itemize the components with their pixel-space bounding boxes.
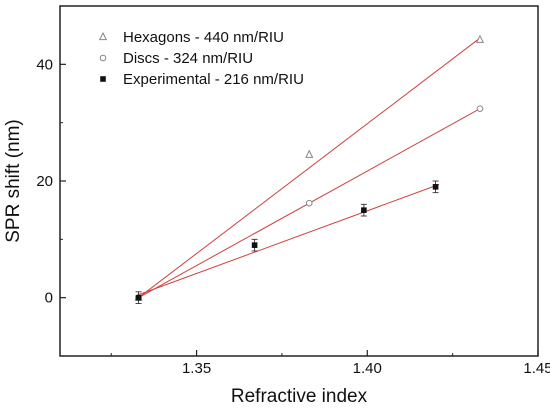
data-point: [305, 149, 314, 158]
x-tick-label: 1.45: [523, 360, 550, 377]
legend-label: Hexagons - 440 nm/RIU: [123, 29, 284, 46]
data-point: [475, 34, 485, 43]
fit-line: [138, 37, 481, 299]
x-tick-label: 1.40: [353, 360, 382, 377]
legend-label: Experimental - 216 nm/RIU: [123, 71, 304, 88]
y-axis-ticks: 0 20 40: [36, 56, 66, 307]
legend-marker: [99, 54, 107, 62]
legend: Hexagons - 440 nm/RIU Discs - 324 nm/RIU E…: [98, 29, 304, 88]
data-point: [361, 207, 367, 213]
x-axis-title: Refractive index: [231, 386, 368, 407]
legend-marker: [98, 31, 108, 41]
data-point: [251, 242, 258, 248]
data-point: [432, 184, 439, 190]
legend-label: Discs - 324 nm/RIU: [123, 50, 253, 67]
y-tick-label: 40: [36, 56, 53, 73]
data-point: [305, 199, 313, 207]
data-point: [476, 105, 484, 112]
y-tick-label: 20: [36, 173, 53, 190]
fit-line: [138, 184, 440, 296]
x-tick-label: 1.35: [182, 360, 211, 377]
x-axis-ticks: 1.35 1.40 1.45: [110, 350, 550, 377]
data-points: [134, 34, 485, 304]
y-axis-title: SPR shift (nm): [3, 119, 24, 243]
legend-marker: [100, 76, 106, 82]
data-point: [135, 294, 142, 301]
y-tick-label: 0: [45, 290, 53, 307]
